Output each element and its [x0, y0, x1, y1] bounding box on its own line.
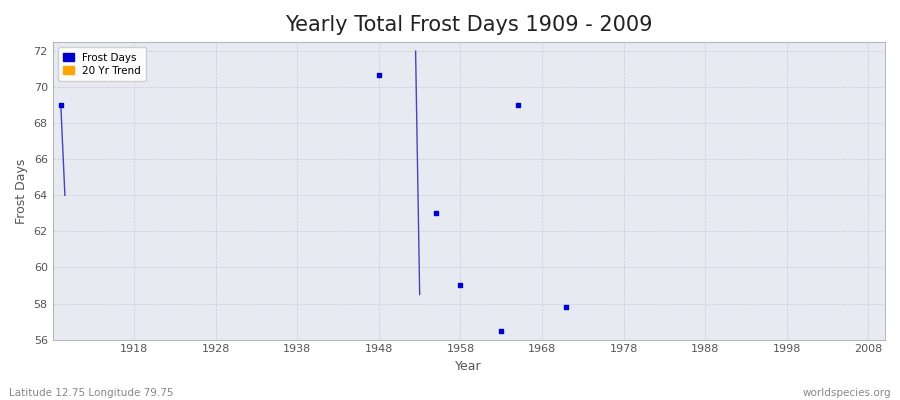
- Point: [559, 304, 573, 310]
- Text: Latitude 12.75 Longitude 79.75: Latitude 12.75 Longitude 79.75: [9, 388, 174, 398]
- Point: [428, 210, 443, 216]
- Legend: Frost Days, 20 Yr Trend: Frost Days, 20 Yr Trend: [58, 47, 146, 81]
- Point: [494, 327, 508, 334]
- Point: [454, 282, 468, 289]
- Y-axis label: Frost Days: Frost Days: [15, 158, 28, 224]
- Title: Yearly Total Frost Days 1909 - 2009: Yearly Total Frost Days 1909 - 2009: [285, 15, 652, 35]
- Point: [510, 102, 525, 108]
- Point: [372, 71, 386, 78]
- Point: [54, 102, 68, 108]
- Text: worldspecies.org: worldspecies.org: [803, 388, 891, 398]
- X-axis label: Year: Year: [455, 360, 482, 373]
